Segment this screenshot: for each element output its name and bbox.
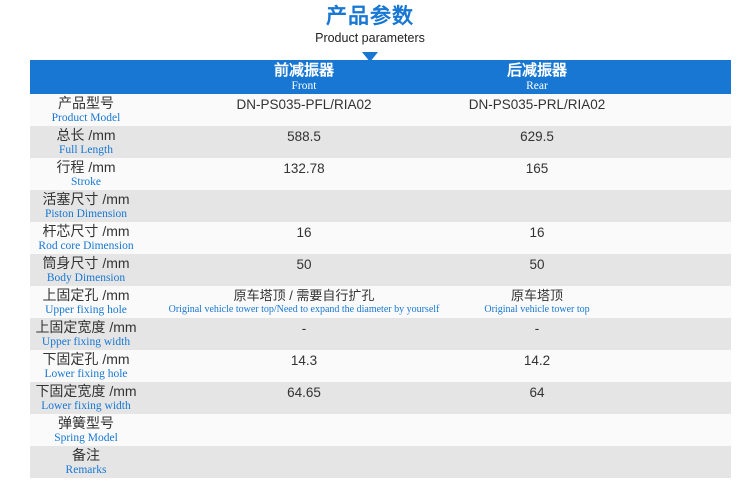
row-value-rear: 16 [529,225,545,240]
row-value-front [160,446,448,478]
row-value-rear: 原车塔顶 Original vehicle tower top [484,288,590,315]
row-label-en: Full Length [59,144,113,156]
table-row-piston-dimension: 活塞尺寸 /mm Piston Dimension [30,190,731,222]
row-value-front: 588.5 [287,129,321,144]
row-label: 产品型号 Product Model [30,94,142,126]
row-label-cn: 下固定宽度 /mm [35,383,137,399]
row-label-cn: 行程 /mm [56,159,116,175]
row-value-front: 14.3 [290,353,318,368]
row-label-cn: 下固定孔 /mm [42,351,130,367]
row-label-cn: 上固定宽度 /mm [35,319,137,335]
page-title: 产品参数 [326,5,414,28]
header-rear-cn: 后减振器 [506,62,567,79]
row-label: 上固定孔 /mm Upper fixing hole [30,286,142,318]
row-value-rear: 165 [525,161,549,176]
row-value-front: 64.65 [287,385,321,400]
page-subtitle: Product parameters [315,31,425,45]
triangle-down-icon [362,52,378,62]
header-rear: 后减振器 Rear [430,60,644,94]
row-value-front: 132.78 [283,161,325,176]
table-row-full-length: 总长 /mm Full Length 588.5 629.5 [30,126,731,158]
row-value-rear: 64 [529,385,545,400]
row-label-en: Remarks [65,464,107,476]
row-label: 弹簧型号 Spring Model [30,414,142,446]
row-label-en: Stroke [70,176,102,188]
row-value-front [160,190,448,222]
row-label-cn: 活塞尺寸 /mm [42,191,130,207]
row-label-cn: 备注 [72,447,100,463]
row-label-en: Upper fixing width [41,336,131,348]
table-row-rod-core-dimension: 杆芯尺寸 /mm Rod core Dimension 16 16 [30,222,731,254]
parameters-table: 前减振器 Front 后减振器 Rear 产品型号 Product Model … [30,60,731,478]
row-label-en: Product Model [51,112,121,124]
row-value-rear [430,414,644,446]
row-label: 行程 /mm Stroke [30,158,142,190]
table-header-row: 前减振器 Front 后减振器 Rear [30,60,731,94]
row-label-cn: 产品型号 [58,95,114,111]
row-value-rear: 50 [529,257,545,272]
table-row-remarks: 备注 Remarks [30,446,731,478]
row-label-en: Upper fixing hole [45,304,127,316]
table-row-upper-fixing-width: 上固定宽度 /mm Upper fixing width - - [30,318,731,350]
row-label: 筒身尺寸 /mm Body Dimension [30,254,142,286]
header-rear-en: Rear [526,80,548,92]
table-row-spring-model: 弹簧型号 Spring Model [30,414,731,446]
row-label: 上固定宽度 /mm Upper fixing width [30,318,142,350]
row-label-cn: 杆芯尺寸 /mm [42,223,130,239]
row-label-cn: 总长 /mm [56,127,116,143]
row-value-front: 16 [296,225,312,240]
row-value-rear [430,190,644,222]
header-front-en: Front [291,80,317,92]
row-value-front: 原车塔顶 / 需要自行扩孔 Original vehicle tower top… [168,288,440,315]
row-value-front: - [301,321,307,336]
row-value-rear: 629.5 [520,129,554,144]
row-label: 备注 Remarks [30,446,142,478]
table-row-body-dimension: 筒身尺寸 /mm Body Dimension 50 50 [30,254,731,286]
row-value-rear: - [534,321,540,336]
row-label-en: Spring Model [54,432,118,444]
table-row-stroke: 行程 /mm Stroke 132.78 165 [30,158,731,190]
row-label-en: Body Dimension [46,272,126,284]
header-front: 前减振器 Front [160,60,448,94]
row-label-cn: 上固定孔 /mm [42,287,130,303]
row-label: 下固定孔 /mm Lower fixing hole [30,350,142,382]
header-front-cn: 前减振器 [273,62,334,79]
row-label-en: Rod core Dimension [38,240,134,252]
page-title-block: 产品参数 Product parameters [0,4,740,62]
row-value-front [160,414,448,446]
row-value-front: 50 [296,257,312,272]
row-label: 总长 /mm Full Length [30,126,142,158]
row-value-rear: 14.2 [523,353,551,368]
row-label-cn: 筒身尺寸 /mm [42,255,130,271]
row-label-en: Lower fixing hole [44,368,128,380]
row-label: 下固定宽度 /mm Lower fixing width [30,382,142,414]
row-label-en: Lower fixing width [41,400,131,412]
row-label-en: Piston Dimension [44,208,128,220]
table-row-lower-fixing-width: 下固定宽度 /mm Lower fixing width 64.65 64 [30,382,731,414]
row-label: 杆芯尺寸 /mm Rod core Dimension [30,222,142,254]
row-label-cn: 弹簧型号 [58,415,114,431]
table-row-product-model: 产品型号 Product Model DN-PS035-PFL/RIA02 DN… [30,94,731,126]
row-value-rear: DN-PS035-PRL/RIA02 [468,97,606,112]
row-value-rear [430,446,644,478]
row-value-front: DN-PS035-PFL/RIA02 [236,97,372,112]
row-label: 活塞尺寸 /mm Piston Dimension [30,190,142,222]
table-row-upper-fixing-hole: 上固定孔 /mm Upper fixing hole 原车塔顶 / 需要自行扩孔… [30,286,731,318]
table-row-lower-fixing-hole: 下固定孔 /mm Lower fixing hole 14.3 14.2 [30,350,731,382]
